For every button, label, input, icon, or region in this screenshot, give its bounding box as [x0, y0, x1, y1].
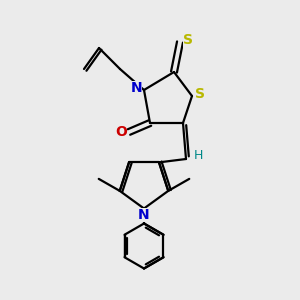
Text: N: N [131, 82, 142, 95]
Text: H: H [193, 149, 203, 163]
Text: O: O [116, 125, 128, 139]
Text: S: S [194, 88, 205, 101]
Text: S: S [182, 34, 193, 47]
Text: N: N [138, 208, 150, 222]
